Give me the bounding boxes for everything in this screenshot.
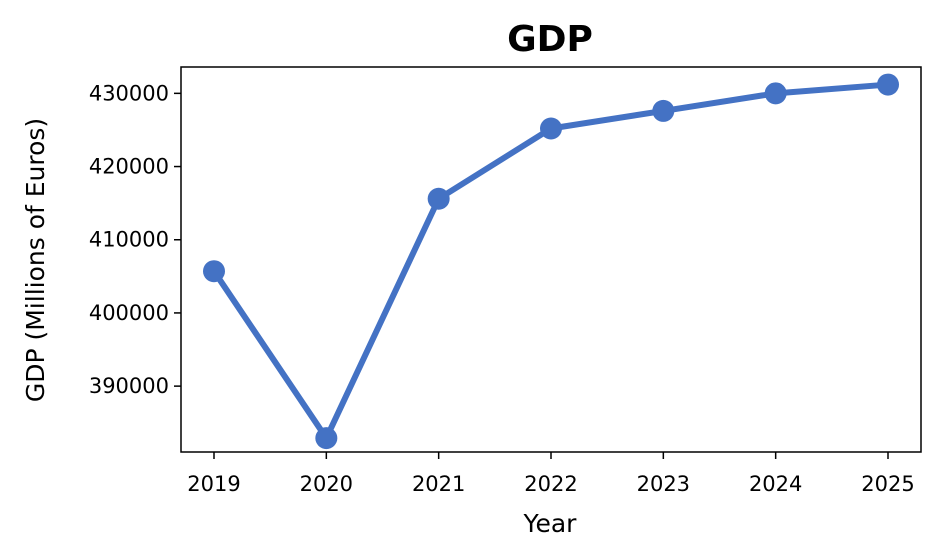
y-axis-ticks: 390000 400000 410000 420000 430000 xyxy=(89,81,181,398)
series-layer xyxy=(203,73,899,450)
data-point xyxy=(315,427,338,450)
data-point xyxy=(652,99,675,122)
plot-frame xyxy=(180,66,922,453)
y-tick-label: 400000 xyxy=(89,301,169,325)
x-tick-label: 2020 xyxy=(300,472,353,496)
y-tick-label: 410000 xyxy=(89,228,169,252)
data-point xyxy=(877,73,899,96)
x-tick-label: 2025 xyxy=(861,472,914,496)
x-tick-label: 2022 xyxy=(524,472,577,496)
x-axis-label: Year xyxy=(523,509,578,538)
x-tick-label: 2024 xyxy=(749,472,802,496)
y-tick-label: 390000 xyxy=(89,374,169,398)
x-tick-label: 2019 xyxy=(187,472,240,496)
y-axis-label: GDP (Millions of Euros) xyxy=(21,118,50,402)
data-point xyxy=(203,260,225,283)
data-point xyxy=(764,82,787,105)
chart-title: GDP xyxy=(507,19,593,60)
data-point xyxy=(540,117,562,140)
data-point xyxy=(427,187,450,210)
x-tick-label: 2023 xyxy=(637,472,690,496)
y-tick-label: 430000 xyxy=(89,81,169,105)
x-tick-label: 2021 xyxy=(412,472,465,496)
y-tick-label: 420000 xyxy=(89,155,169,179)
x-axis-ticks: 2019 2020 2021 2022 2023 2024 2025 xyxy=(187,452,915,496)
